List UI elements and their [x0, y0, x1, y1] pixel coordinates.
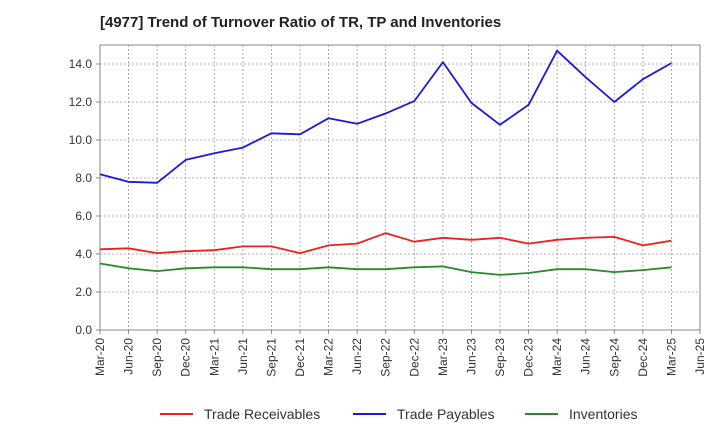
y-tick-label: 2.0: [75, 285, 92, 299]
series-line-1: [99, 49, 672, 184]
x-tick-label: Mar-24: [550, 338, 564, 376]
legend-label: Inventories: [569, 406, 637, 422]
y-tick-label: 4.0: [75, 247, 92, 261]
x-tick-label: Sep-21: [264, 338, 278, 377]
x-tick-label: Sep-24: [607, 338, 621, 377]
chart-title: [4977] Trend of Turnover Ratio of TR, TP…: [100, 14, 502, 31]
x-tick-label: Mar-23: [436, 338, 450, 376]
x-tick-label: Jun-24: [579, 338, 593, 375]
x-tick-label: Jun-20: [122, 338, 136, 375]
x-tick-label: Dec-22: [407, 338, 421, 377]
series-line-2: [99, 262, 672, 276]
x-tick-label: Jun-22: [350, 338, 364, 375]
x-tick-label: Sep-20: [150, 338, 164, 377]
x-tick-label: Dec-21: [293, 338, 307, 377]
y-tick-label: 14.0: [69, 57, 93, 71]
plot-area: [99, 44, 701, 331]
x-tick-label: Mar-21: [207, 338, 221, 376]
x-tick-label: Sep-23: [493, 338, 507, 377]
x-tick-label: Dec-20: [179, 338, 193, 377]
y-tick-label: 0.0: [75, 323, 92, 337]
y-tick-label: 10.0: [69, 133, 93, 147]
x-tick-label: Jun-21: [236, 338, 250, 375]
x-tick-label: Sep-22: [379, 338, 393, 377]
y-tick-label: 6.0: [75, 209, 92, 223]
x-tick-label: Dec-24: [636, 338, 650, 377]
x-tick-label: Dec-23: [522, 338, 536, 377]
legend-label: Trade Payables: [397, 406, 495, 422]
x-tick-label: Mar-20: [93, 338, 107, 376]
legend-label: Trade Receivables: [204, 406, 320, 422]
y-tick-label: 8.0: [75, 171, 92, 185]
x-tick-label: Jun-23: [464, 338, 478, 375]
y-tick-label: 12.0: [69, 95, 93, 109]
series-line-0: [99, 232, 672, 255]
x-tick-label: Mar-25: [664, 338, 678, 376]
x-tick-label: Mar-22: [322, 338, 336, 376]
x-tick-label: Jun-25: [693, 338, 707, 375]
